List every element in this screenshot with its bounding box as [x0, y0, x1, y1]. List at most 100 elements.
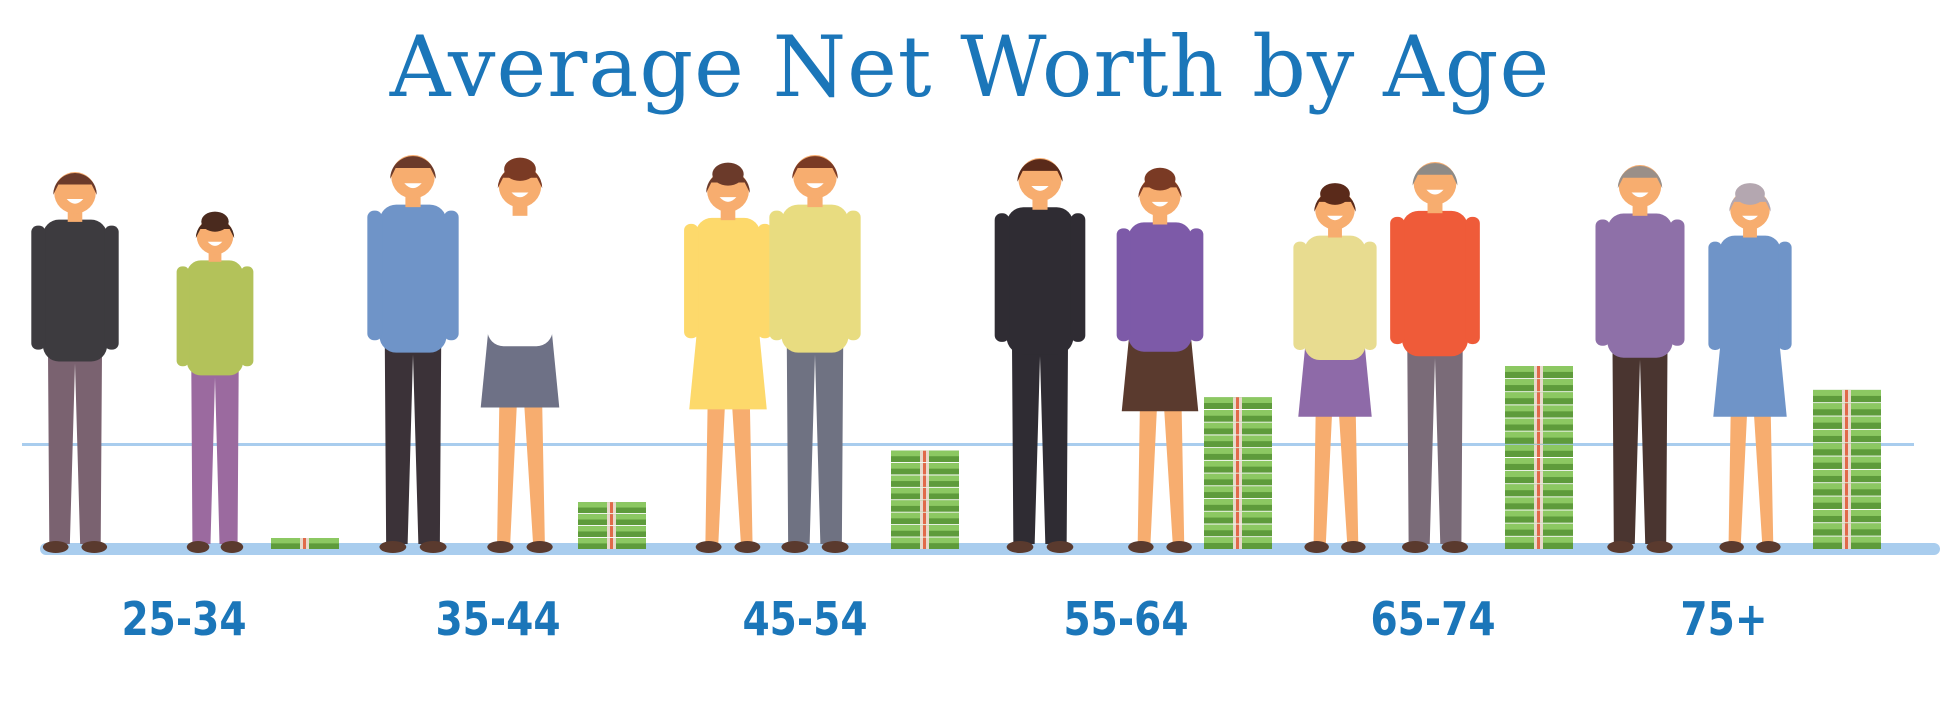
arm	[1595, 219, 1610, 346]
legs	[1407, 348, 1463, 544]
arm	[104, 225, 119, 350]
arm	[240, 266, 254, 367]
shoe	[419, 541, 447, 553]
person-9	[1293, 183, 1377, 553]
money-band-stripe	[1537, 444, 1540, 457]
arm	[684, 223, 699, 339]
torso	[487, 213, 553, 347]
smile	[207, 241, 223, 246]
age-label-65-74: 65-74	[1370, 592, 1496, 646]
money-band-stripe	[1537, 379, 1540, 392]
arm	[1189, 228, 1204, 342]
age-label-75-plus: 75+	[1680, 592, 1768, 646]
hair-bun	[1320, 183, 1350, 205]
torso	[1719, 235, 1781, 360]
money-band-stripe	[1845, 496, 1848, 509]
shoe	[734, 541, 761, 553]
shoe	[1006, 541, 1034, 553]
shoe	[220, 541, 244, 553]
money-band-stripe	[1537, 510, 1540, 523]
smile	[1327, 215, 1343, 221]
shoe	[487, 541, 514, 553]
age-label-25-34: 25-34	[121, 592, 247, 646]
arm	[1708, 241, 1722, 350]
money-band-stripe	[1236, 397, 1239, 410]
hair-bun	[504, 157, 536, 181]
shoe	[42, 541, 69, 553]
arm	[1465, 216, 1480, 345]
shoe	[1166, 541, 1192, 553]
person-1	[31, 172, 119, 553]
money-band-stripe	[610, 538, 613, 549]
money-band-stripe	[1537, 366, 1540, 379]
shoe	[1341, 541, 1366, 553]
legs	[191, 367, 239, 544]
shoe	[379, 541, 407, 553]
person-11	[1595, 165, 1685, 553]
money-band-stripe	[1236, 537, 1239, 549]
arm	[550, 219, 565, 336]
arm	[1778, 241, 1792, 350]
cash-stack-icon-45-54	[891, 450, 959, 549]
hair	[1617, 166, 1663, 189]
money-band-stripe	[1537, 431, 1540, 444]
money-band-stripe	[1537, 523, 1540, 536]
torso	[695, 217, 761, 349]
person-5	[684, 162, 772, 553]
hair	[53, 173, 97, 195]
shoe	[81, 541, 108, 553]
hair	[1412, 163, 1458, 186]
money-band-stripe	[1845, 483, 1848, 496]
hair	[390, 156, 436, 179]
smile	[806, 183, 824, 189]
torso	[186, 260, 244, 376]
money-band-stripe	[1845, 523, 1848, 536]
money-band-stripe	[1537, 471, 1540, 484]
shoe	[821, 541, 849, 553]
money-band-stripe	[923, 500, 926, 512]
money-band-stripe	[1236, 422, 1239, 435]
page-title: Average Net Worth by Age	[389, 18, 1551, 116]
person-2	[176, 211, 254, 553]
money-band-stripe	[923, 475, 926, 487]
person-8	[1116, 167, 1204, 553]
money-band-stripe	[1845, 416, 1848, 429]
smile	[511, 192, 529, 198]
money-band-stripe	[1236, 473, 1239, 486]
legs	[384, 344, 442, 544]
legs	[48, 353, 102, 544]
money-band-stripe	[1845, 536, 1848, 549]
age-label-45-54: 45-54	[742, 592, 868, 646]
arm	[757, 223, 772, 339]
hair	[792, 156, 838, 179]
person-6	[769, 155, 861, 553]
arm	[845, 210, 861, 341]
shoe	[526, 541, 553, 553]
person-7	[994, 158, 1086, 553]
arm	[443, 210, 459, 341]
smile	[404, 183, 422, 189]
money-band-stripe	[1845, 443, 1848, 456]
money-band-stripe	[610, 514, 613, 526]
hair-bun	[1735, 183, 1765, 205]
arm	[1070, 213, 1086, 342]
money-band-stripe	[610, 526, 613, 538]
cash-stack-icon-35-44	[578, 502, 646, 549]
shoe	[186, 541, 210, 553]
age-label-35-44: 35-44	[435, 592, 561, 646]
hair-bun	[201, 211, 229, 232]
shoe	[695, 541, 722, 553]
cash-stack-icon-65-74	[1505, 366, 1573, 549]
shoe	[1441, 541, 1468, 553]
arm	[1363, 241, 1377, 350]
shoe	[1719, 541, 1744, 553]
person-3	[367, 155, 459, 553]
money-band-stripe	[923, 463, 926, 475]
torso	[379, 204, 447, 353]
person-4	[475, 157, 565, 553]
money-band-stripe	[1845, 429, 1848, 443]
money-band-stripe	[1537, 458, 1540, 471]
shoe	[1046, 541, 1074, 553]
cash-stack-icon-75+	[1813, 389, 1881, 549]
